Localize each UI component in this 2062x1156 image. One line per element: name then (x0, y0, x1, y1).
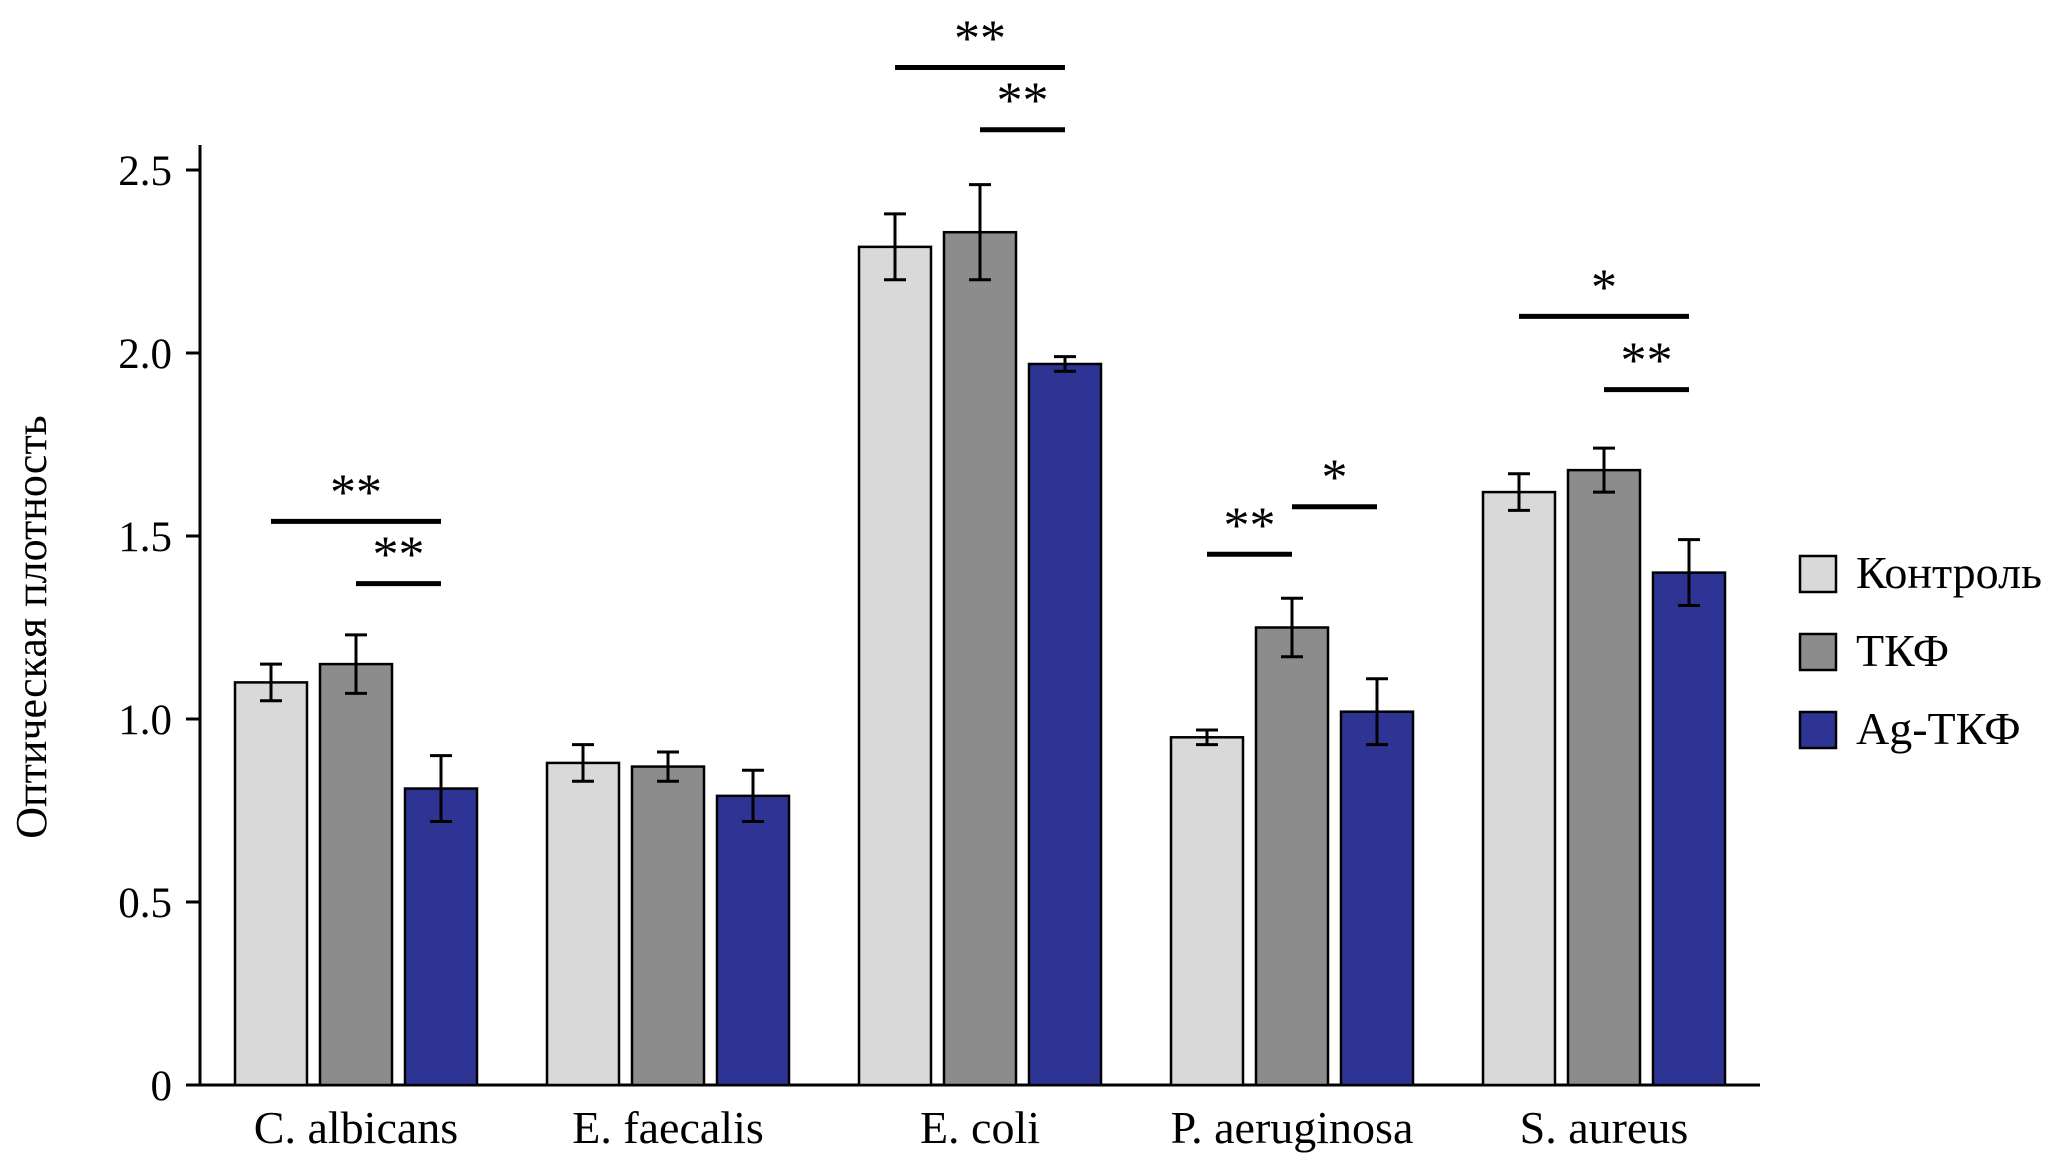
legend-swatch-Ag-ТКФ (1798, 710, 1838, 750)
bar-Ag-ТКФ-C. albicans (403, 787, 479, 1087)
y-tick-label: 1.0 (118, 697, 172, 744)
category-label: E. coli (920, 1102, 1040, 1153)
legend-label: ТКФ (1856, 625, 1949, 676)
bar-Ag-ТКФ-E. faecalis (715, 794, 791, 1087)
bar-ТКФ-C. albicans (318, 662, 394, 1087)
category-label: P. aeruginosa (1171, 1102, 1414, 1153)
significance-label: ** (1224, 497, 1276, 554)
bar-ТКФ-P. aeruginosa (1254, 626, 1330, 1087)
legend-swatch-ТКФ (1798, 632, 1838, 672)
y-tick-label: 2.0 (118, 331, 172, 378)
bar-Контроль-S. aureus (1481, 490, 1557, 1087)
y-tick-label: 2.5 (118, 148, 172, 195)
category-label: C. albicans (254, 1102, 458, 1153)
legend-label: Контроль (1856, 547, 2042, 598)
y-tick-label: 1.5 (118, 514, 172, 561)
bar-Ag-ТКФ-S. aureus (1651, 571, 1727, 1087)
legend-label: Ag-ТКФ (1856, 703, 2021, 754)
plot-area: 0 0.5 1.0 1.5 2.0 2.5 C. albicans E. faecalis E.… (118, 11, 1760, 1153)
bar-Ag-ТКФ-E. coli (1027, 362, 1103, 1087)
significance-label: ** (997, 73, 1049, 130)
bar-ТКФ-E. faecalis (630, 765, 706, 1087)
y-axis-title: Оптическая плотность (7, 415, 56, 838)
legend-swatch-Контроль (1798, 554, 1838, 594)
bar-Контроль-E. faecalis (545, 761, 621, 1087)
category-label: S. aureus (1520, 1102, 1689, 1153)
bar-Контроль-E. coli (857, 245, 933, 1087)
legend: Контроль ТКФ Ag-ТКФ (1798, 547, 2042, 754)
bar-ТКФ-E. coli (942, 230, 1018, 1087)
significance-label: ** (1621, 333, 1673, 390)
y-tick-label: 0.5 (118, 880, 172, 927)
significance-label: ** (954, 11, 1006, 68)
bar-Контроль-P. aeruginosa (1169, 736, 1245, 1087)
y-tick-label: 0 (151, 1063, 173, 1110)
bar-ТКФ-S. aureus (1566, 468, 1642, 1087)
bar-Ag-ТКФ-P. aeruginosa (1339, 710, 1415, 1087)
bar-Контроль-C. albicans (233, 681, 309, 1087)
significance-label: * (1322, 450, 1348, 507)
significance-label: * (1591, 259, 1617, 316)
significance-label: ** (373, 527, 425, 584)
category-label: E. faecalis (572, 1102, 764, 1153)
significance-label: ** (330, 464, 382, 521)
